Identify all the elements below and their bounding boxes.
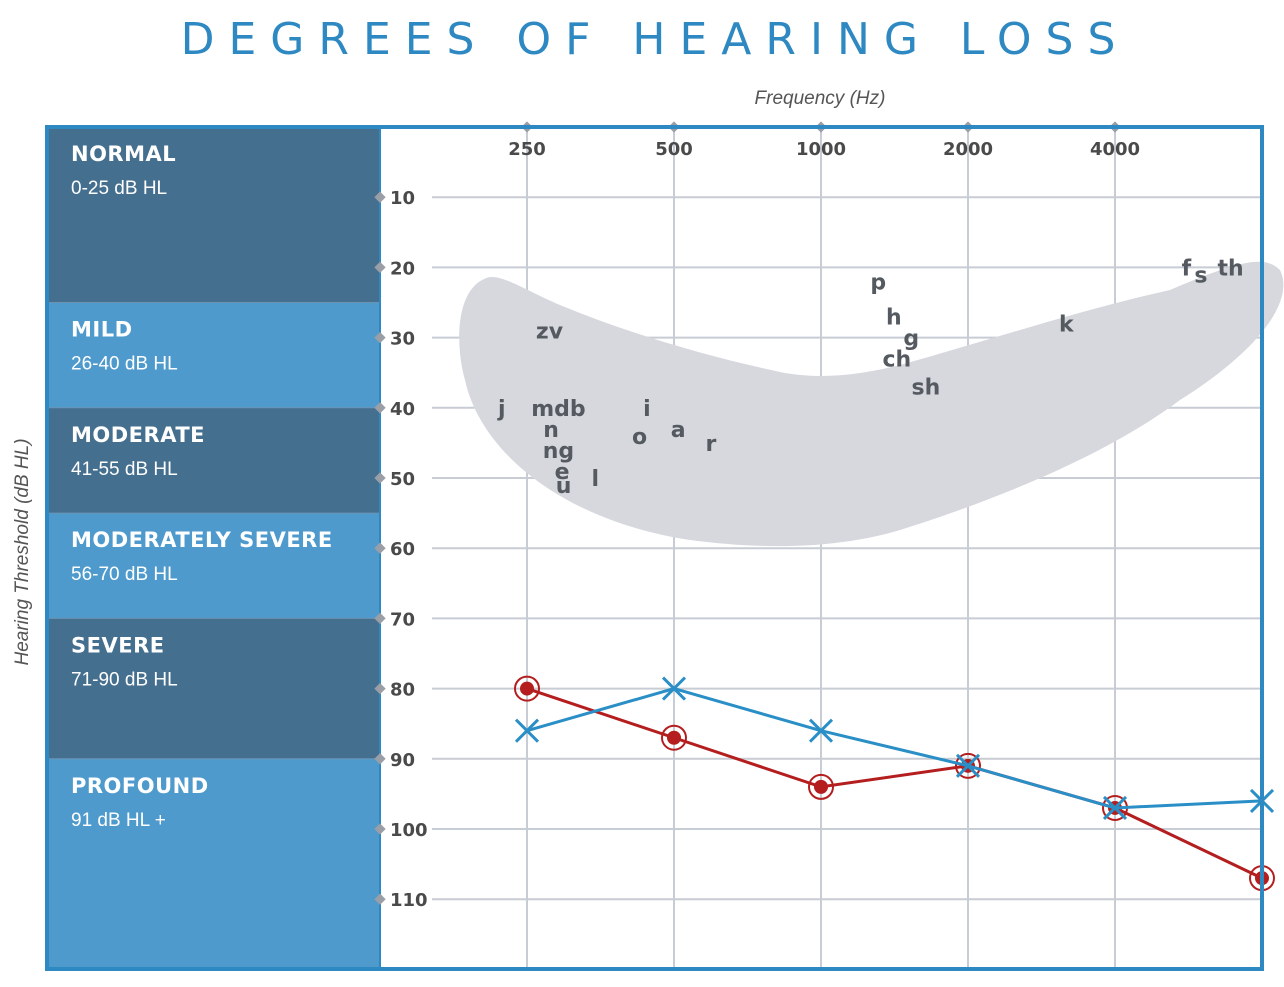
speech-sound-label: u <box>556 474 572 499</box>
x-tick-label: 2000 <box>943 139 993 160</box>
y-tick-diamond <box>374 612 386 625</box>
chart-frame <box>45 125 1264 971</box>
y-tick-label: 100 <box>390 820 428 841</box>
speech-sound-label: l <box>592 467 600 492</box>
band-name: MODERATELY SEVERE <box>71 528 333 552</box>
y-tick-diamond <box>374 893 386 905</box>
series-line-circle <box>526 687 1263 880</box>
speech-sound-label: th <box>1218 256 1244 281</box>
speech-sound-label: ng <box>543 439 574 464</box>
x-axis-title: Frequency (Hz) <box>755 88 886 109</box>
circle-marker-ring <box>955 752 981 779</box>
band-5 <box>47 758 380 969</box>
speech-sound-label: ch <box>883 348 912 373</box>
series-line-x <box>526 687 1263 810</box>
circle-marker-ring <box>514 675 540 702</box>
y-tick-label: 50 <box>390 469 415 490</box>
x-tick-label: 4000 <box>1090 139 1140 160</box>
y-tick-diamond <box>374 472 386 484</box>
band-name: PROFOUND <box>71 774 209 798</box>
band-range: 26-40 dB HL <box>71 354 178 375</box>
degree-bands: NORMAL 0-25 dB HL MILD 26-40 dB HL MODERATE 4… <box>47 127 381 969</box>
y-tick-diamond <box>374 823 386 835</box>
speech-banana <box>459 261 1284 547</box>
circle-marker-ring <box>661 724 687 751</box>
band-range: 91 dB HL + <box>71 810 166 831</box>
y-tick-label: 90 <box>390 750 415 771</box>
y-tick-label: 80 <box>390 680 415 701</box>
speech-sound-label: h <box>886 306 902 331</box>
x-tick-label: 1000 <box>796 139 846 160</box>
y-tick-diamond <box>374 331 386 344</box>
band-range: 0-25 dB HL <box>71 178 167 199</box>
band-name: NORMAL <box>71 142 176 166</box>
y-tick-label: 10 <box>390 188 415 209</box>
y-tick-label: 30 <box>390 329 415 350</box>
speech-banana-shape <box>459 261 1284 547</box>
x-marker <box>1102 795 1128 821</box>
y-tick-diamond <box>374 753 386 765</box>
band-0 <box>47 127 380 303</box>
circle-marker <box>520 681 534 696</box>
band-3 <box>47 513 380 619</box>
y-tick-diamond <box>374 261 386 274</box>
y-tick-label: 70 <box>390 609 415 630</box>
x-marker <box>955 753 981 778</box>
x-marker <box>808 718 834 743</box>
x-tick-label: 500 <box>655 139 693 160</box>
y-tick-diamond <box>374 542 386 554</box>
speech-sound-label: f <box>1182 256 1192 281</box>
x-marker <box>514 718 540 743</box>
speech-sound-label: r <box>705 432 716 457</box>
axis-ticks: 250 500 1000 2000 4000 10 20 30 40 50 60 70 80 90 100 1… <box>374 121 1140 911</box>
band-range: 41-55 dB HL <box>71 459 178 480</box>
band-name: MILD <box>71 318 133 342</box>
y-tick-diamond <box>374 682 386 695</box>
band-4 <box>47 618 380 759</box>
band-2 <box>47 407 380 514</box>
speech-sound-label: mdb <box>531 397 585 422</box>
speech-sound-label: n <box>543 418 559 443</box>
y-tick-label: 60 <box>390 539 415 560</box>
circle-marker <box>814 779 828 794</box>
band-range: 56-70 dB HL <box>71 564 178 585</box>
audiogram-series <box>514 675 1275 892</box>
band-name: MODERATE <box>71 423 205 447</box>
y-tick-diamond <box>374 402 386 414</box>
speech-sound-label: e <box>555 460 570 485</box>
circle-marker-ring <box>808 773 834 800</box>
band-1 <box>47 302 380 408</box>
speech-sound-label: p <box>870 270 886 295</box>
y-tick-label: 40 <box>390 399 415 420</box>
speech-sound-label: zv <box>536 320 564 345</box>
y-tick-label: 110 <box>390 890 428 911</box>
x-tick-label: 250 <box>508 139 546 160</box>
y-tick-diamond <box>374 191 386 203</box>
circle-marker <box>667 730 681 745</box>
speech-sound-label: i <box>643 397 651 422</box>
y-tick-label: 20 <box>390 258 415 279</box>
speech-sound-label: k <box>1059 313 1075 338</box>
speech-sound-label: sh <box>912 376 941 401</box>
speech-sound-label: o <box>632 425 647 450</box>
y-axis-title: Hearing Threshold (dB HL) <box>12 438 33 665</box>
grid <box>432 127 1262 969</box>
band-range: 71-90 dB HL <box>71 669 178 690</box>
chart-title: DEGREES OF HEARING LOSS <box>181 14 1130 65</box>
band-name: SEVERE <box>71 633 165 657</box>
x-marker <box>661 676 687 701</box>
speech-sound-label: s <box>1194 263 1207 288</box>
speech-sound-label: j <box>497 397 506 422</box>
speech-sound-label: g <box>903 327 919 352</box>
speech-sound-label: a <box>671 418 686 443</box>
